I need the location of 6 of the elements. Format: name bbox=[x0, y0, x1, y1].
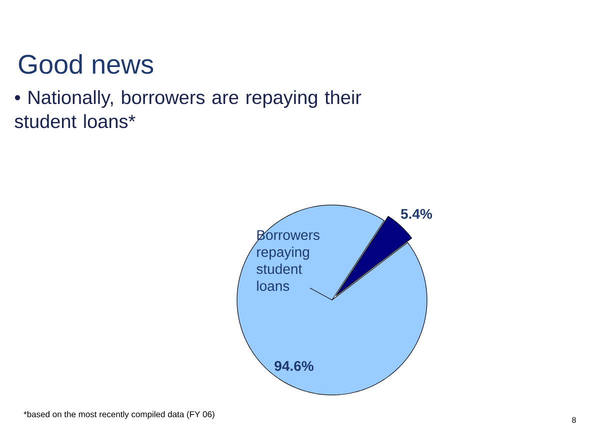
chart-title: Good news bbox=[18, 54, 154, 74]
chart-subtitle: • Nationally, borrowers are repaying their student loans* bbox=[14, 90, 362, 128]
data-label: 5.4% bbox=[400, 208, 432, 219]
text: 8 bbox=[572, 417, 576, 423]
data-label: 94.6% bbox=[274, 361, 314, 371]
text: *based on the most recently compiled data (FY 06) bbox=[24, 411, 214, 419]
